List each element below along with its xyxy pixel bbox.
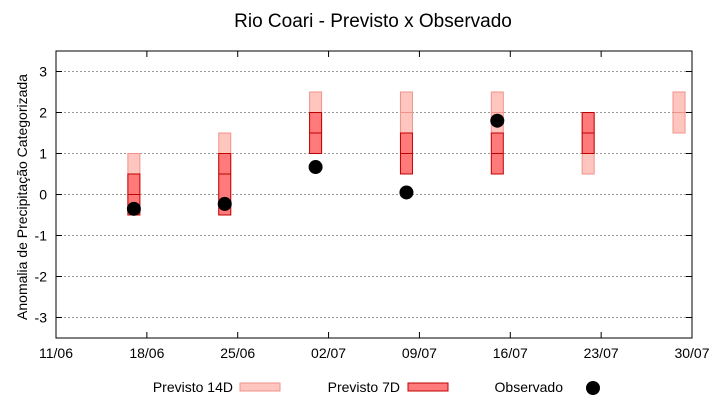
x-tick-label: 23/07 xyxy=(584,345,619,361)
x-tick-label: 11/06 xyxy=(39,345,73,361)
x-tick-label: 02/07 xyxy=(311,345,346,361)
legend-swatch xyxy=(407,382,449,392)
observed-point xyxy=(490,113,505,128)
legend: Previsto 14D Previsto 7D Observado xyxy=(153,379,600,395)
y-tick-label: 0 xyxy=(39,187,47,203)
observed-point xyxy=(399,185,414,200)
grid-layer xyxy=(56,71,692,318)
series-previsto-7d xyxy=(127,112,595,216)
y-tick-label: -3 xyxy=(35,310,48,326)
x-tick-label: 25/06 xyxy=(220,345,255,361)
series-observado xyxy=(126,113,505,216)
y-tick-label: 1 xyxy=(39,146,47,162)
observed-point xyxy=(308,160,323,175)
legend-marker xyxy=(586,381,600,395)
legend-label: Previsto 14D xyxy=(153,379,233,395)
axes-layer: -3 -2 -1 0 1 2 3 11/06 18/06 25/06 02/07 09/07 16/07… xyxy=(35,51,710,361)
legend-label: Observado xyxy=(495,379,564,395)
observed-point xyxy=(126,201,141,216)
legend-label: Previsto 7D xyxy=(328,379,400,395)
y-tick-label: -1 xyxy=(35,228,48,244)
legend-swatch xyxy=(239,382,281,392)
chart-title: Rio Coari - Previsto x Observado xyxy=(234,11,512,32)
x-tick-label: 09/07 xyxy=(402,345,437,361)
y-axis-label: Anomalia de Precipitação Categorizada xyxy=(14,74,30,320)
y-tick-label: 3 xyxy=(39,64,47,80)
x-tick-label: 18/06 xyxy=(129,345,164,361)
observed-point xyxy=(217,196,232,211)
y-tick-label: 2 xyxy=(39,105,47,121)
y-tick-label: -2 xyxy=(35,269,48,285)
x-tick-label: 16/07 xyxy=(493,345,528,361)
x-tick-label: 30/07 xyxy=(674,345,709,361)
